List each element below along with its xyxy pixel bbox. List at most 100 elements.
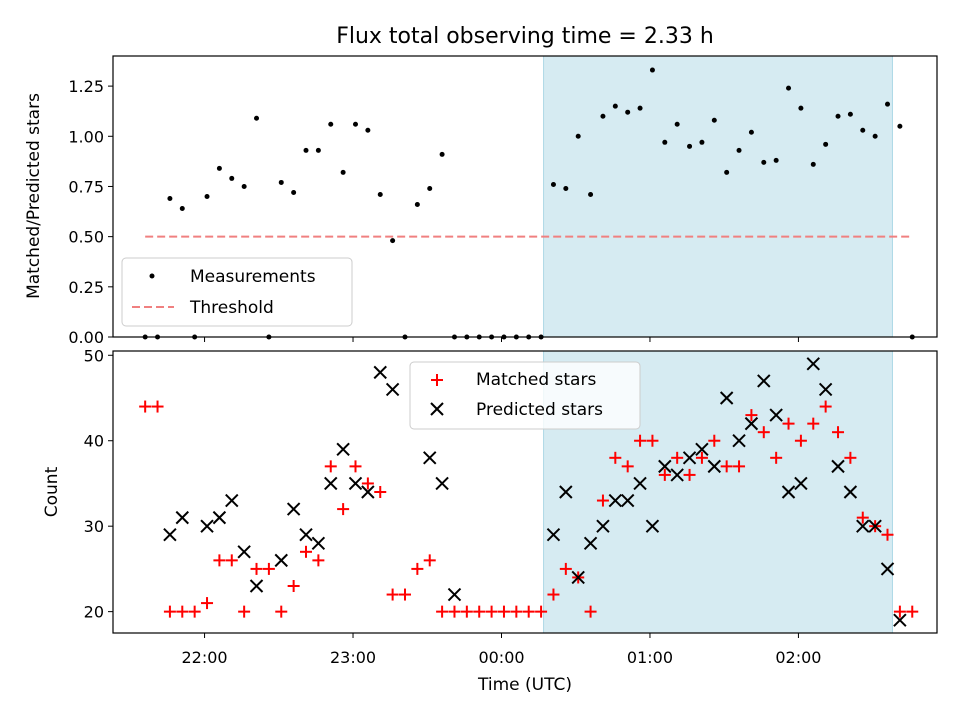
legend-threshold-label: Threshold: [189, 298, 274, 318]
predicted-point: [880, 562, 895, 576]
predicted-point: [583, 536, 598, 550]
predicted-point: [212, 510, 227, 525]
matched-point: [436, 605, 449, 618]
measurement-point: [810, 161, 816, 167]
x-axis-label: Time (UTC): [477, 675, 572, 695]
matched-point: [510, 605, 523, 618]
bottom-y-axis-label: Count: [42, 466, 62, 517]
matched-point: [337, 503, 350, 516]
measurement-point: [303, 147, 309, 153]
predicted-point: [571, 570, 585, 585]
top-plot-frame: [112, 55, 938, 338]
predicted-point: [843, 485, 858, 499]
matched-point: [733, 460, 746, 473]
predicted-point: [769, 408, 783, 422]
matched-point: [201, 597, 214, 610]
x-tick-label: 02:00: [775, 648, 821, 667]
predicted-point: [447, 587, 462, 602]
top-x-ticks: [204, 337, 799, 342]
measurement-point: [167, 196, 173, 202]
predicted-point: [299, 528, 313, 542]
predicted-point: [546, 528, 561, 542]
measurement-point: [550, 181, 556, 187]
matched-point: [238, 605, 251, 618]
predicted-point: [361, 485, 375, 499]
bottom-legend: Matched stars Predicted stars: [409, 361, 641, 430]
matched-point: [312, 554, 325, 567]
predicted-point: [249, 579, 264, 593]
matched-point: [485, 605, 498, 618]
matched-point: [547, 588, 560, 601]
predicted-point: [633, 476, 647, 491]
measurement-point: [786, 85, 792, 91]
predicted-point: [175, 510, 189, 525]
matched-point: [349, 460, 362, 473]
y-tick-label: 0.00: [68, 328, 104, 347]
predicted-point: [200, 519, 214, 533]
matched-point: [275, 605, 288, 618]
measurement-point: [439, 151, 445, 157]
measurement-point: [216, 165, 222, 171]
measurement-point: [736, 147, 742, 153]
predicted-point: [225, 493, 239, 508]
bottom-panel: 20 30 40 50 22:00 23:00 00:00 01:00 02:00 Count…: [42, 346, 938, 695]
matched-point: [163, 605, 176, 618]
matched-point: [559, 562, 572, 575]
measurement-point: [204, 194, 210, 199]
measurement-point: [315, 147, 321, 153]
measurement-point: [377, 191, 383, 197]
predicted-point: [559, 485, 573, 499]
matched-point: [893, 605, 906, 618]
predicted-point: [336, 442, 350, 456]
measurement-point: [328, 121, 334, 127]
measurement-point: [872, 133, 878, 139]
matched-point: [646, 434, 659, 447]
matched-point: [844, 451, 857, 464]
measurement-point: [798, 105, 804, 111]
predicted-point: [274, 553, 288, 568]
measurement-point: [291, 189, 297, 195]
predicted-point: [732, 434, 746, 448]
predicted-point: [324, 476, 338, 491]
matched-point: [745, 409, 758, 422]
legend-predicted-label: Predicted stars: [476, 400, 603, 420]
measurement-point: [835, 113, 841, 119]
measurement-point: [860, 127, 866, 133]
y-tick-label: 0.75: [68, 177, 104, 196]
measurement-point: [773, 157, 779, 163]
measurement-point: [390, 238, 396, 244]
y-tick-label: 0.50: [68, 228, 104, 247]
matched-point: [522, 605, 535, 618]
matched-point: [535, 605, 548, 618]
matched-point: [423, 554, 436, 567]
y-tick-label: 40: [84, 432, 104, 451]
predicted-point: [608, 493, 623, 508]
measurement-point: [724, 169, 730, 175]
matched-point: [695, 451, 708, 464]
matched-point: [139, 400, 152, 413]
bottom-plot-frame: [112, 350, 938, 634]
predicted-point: [596, 519, 610, 533]
predicted-point: [719, 391, 734, 405]
matched-point: [497, 605, 510, 618]
top-legend: Measurements Threshold: [121, 257, 353, 327]
matched-point: [398, 588, 411, 601]
y-tick-label: 1.25: [68, 77, 104, 96]
measurement-point: [885, 101, 891, 107]
measurement-point: [625, 109, 631, 115]
measurement-point: [674, 121, 680, 127]
predicted-point: [670, 468, 684, 482]
predicted-point: [645, 519, 660, 533]
measurement-point: [229, 175, 235, 181]
predicted-point: [757, 374, 771, 388]
matched-point: [832, 426, 845, 439]
predicted-point: [818, 382, 833, 397]
predicted-point: [856, 519, 870, 533]
predicted-point: [435, 476, 449, 491]
matched-point: [473, 605, 486, 618]
bottom-y-ticks: 20 30 40 50: [84, 346, 113, 622]
y-tick-label: 0.25: [68, 278, 104, 297]
matched-point: [460, 605, 473, 618]
top-y-axis-label: Matched/Predicted stars: [24, 93, 44, 299]
matched-point: [151, 400, 164, 413]
